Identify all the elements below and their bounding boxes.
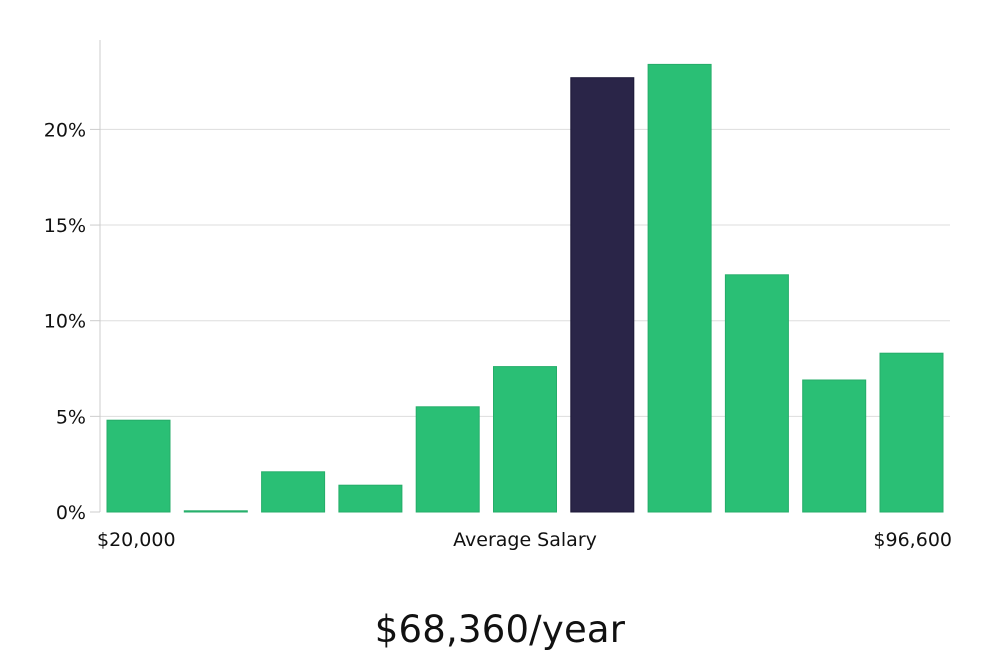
y-tick-label: 15% <box>44 215 86 237</box>
y-tick-label: 10% <box>44 311 86 333</box>
bar <box>415 406 480 513</box>
bar <box>338 484 403 513</box>
bar <box>724 274 789 513</box>
bar <box>802 379 867 513</box>
bar <box>261 471 326 513</box>
bar <box>647 63 712 513</box>
bar <box>493 366 557 513</box>
y-tick-label: 5% <box>56 406 86 428</box>
bar <box>183 510 248 513</box>
y-tick-label: 20% <box>44 119 86 141</box>
bar <box>106 419 171 513</box>
chart-canvas: 0% 5% 10% 15% 20% <box>44 40 950 524</box>
x-axis-title: Average Salary <box>453 529 597 551</box>
bar <box>879 352 944 513</box>
y-tick-label: 0% <box>56 502 86 524</box>
salary-histogram: 0% 5% 10% 15% 20% $20,000 Average Salary $96… <box>44 40 952 551</box>
average-salary-value: $68,360/year <box>374 608 626 651</box>
bar-highlighted <box>570 77 635 513</box>
x-axis-end-label: $96,600 <box>873 529 952 551</box>
x-axis-start-label: $20,000 <box>97 529 176 551</box>
